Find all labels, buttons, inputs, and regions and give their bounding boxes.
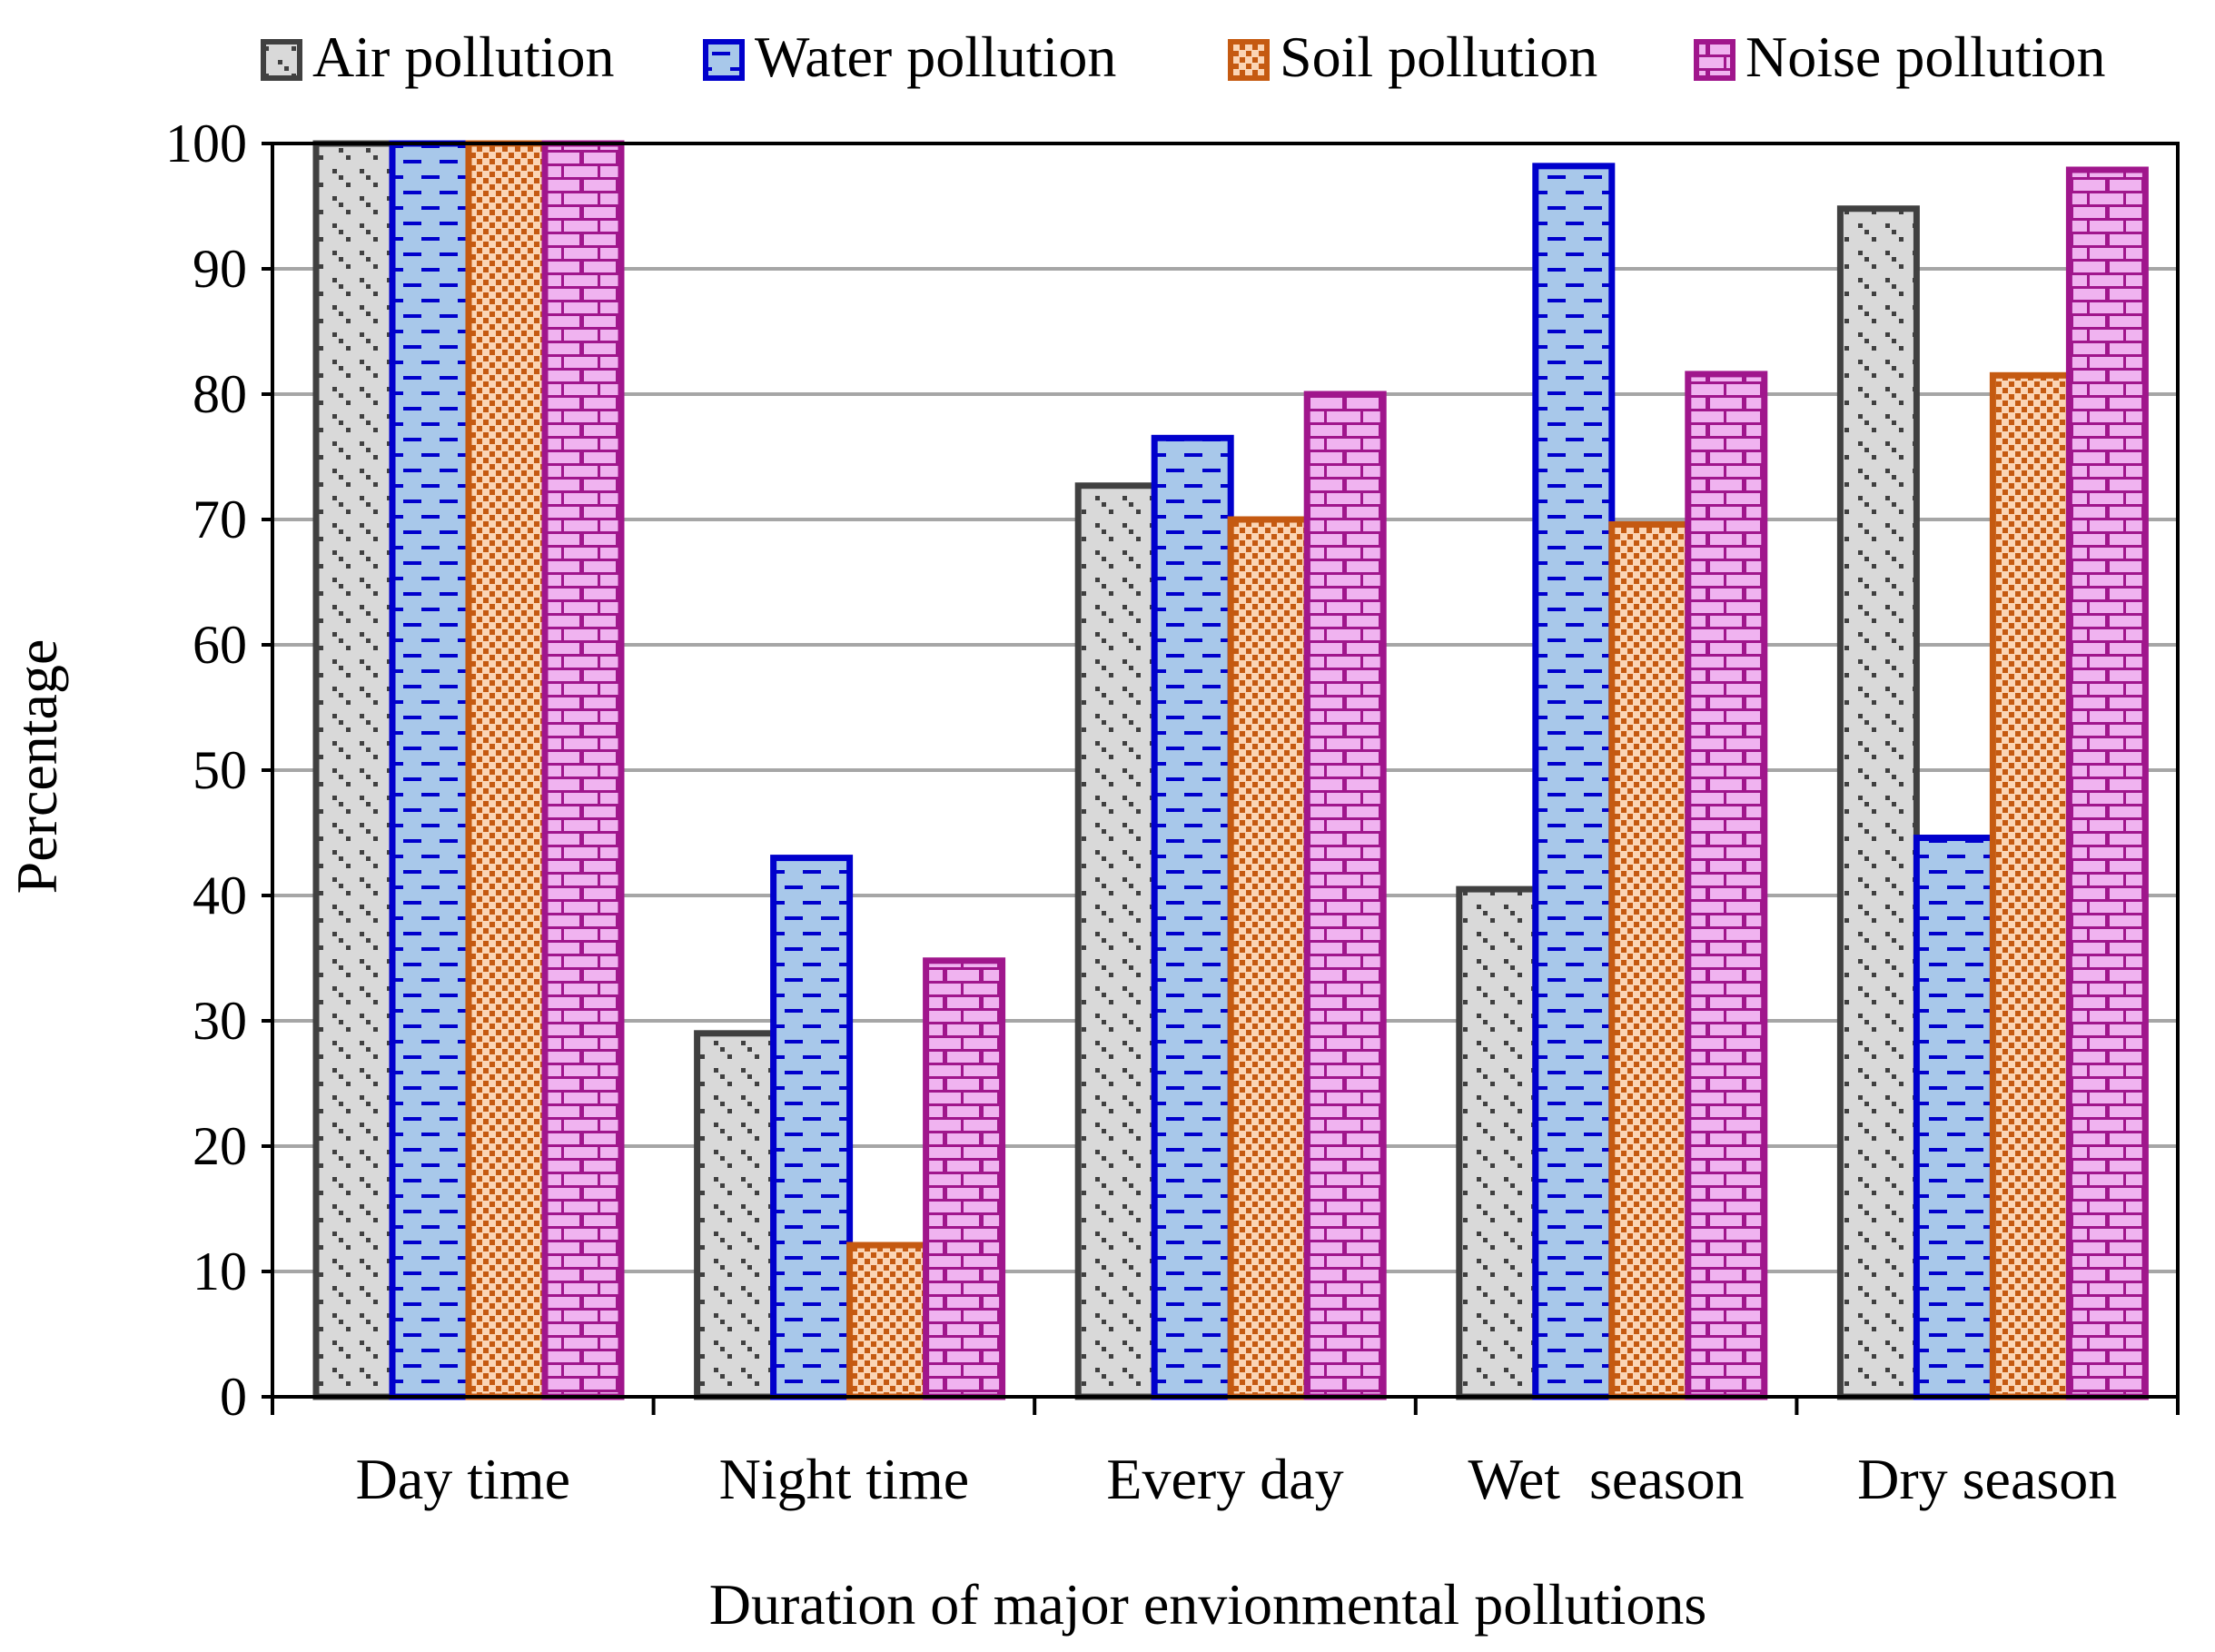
legend-item-soil-pollution: Soil pollution <box>1228 25 1597 89</box>
legend-label: Water pollution <box>755 25 1116 89</box>
legend-swatch <box>703 39 745 81</box>
bar-soil-pollution-4 <box>1989 371 2072 1400</box>
y-tick-label: 0 <box>220 1367 247 1427</box>
y-tick-label: 100 <box>165 114 247 173</box>
bar-soil-pollution-0 <box>465 140 549 1400</box>
y-tick-label: 10 <box>193 1241 247 1301</box>
bar-noise-pollution-4 <box>2065 166 2149 1400</box>
bar-noise-pollution-0 <box>541 140 625 1400</box>
legend: Air pollution Water pollution Soil polluti… <box>261 25 2105 89</box>
bar-soil-pollution-1 <box>846 1241 930 1400</box>
y-tick-label: 20 <box>193 1116 247 1176</box>
bar-water-pollution-2 <box>1151 434 1234 1400</box>
x-tick-label: Day time <box>356 1447 570 1511</box>
bar-air-pollution-0 <box>312 140 396 1400</box>
y-tick-label: 90 <box>193 239 247 299</box>
y-tick-label: 50 <box>193 740 247 800</box>
y-tick-label: 70 <box>193 490 247 549</box>
bar-air-pollution-4 <box>1836 205 1920 1400</box>
y-tick-label: 80 <box>193 364 247 424</box>
bar-air-pollution-2 <box>1074 482 1158 1400</box>
y-tick-label: 30 <box>193 991 247 1051</box>
legend-swatch <box>1694 39 1735 81</box>
bar-water-pollution-1 <box>770 855 854 1400</box>
legend-label: Soil pollution <box>1280 25 1597 89</box>
bar-air-pollution-1 <box>694 1030 777 1400</box>
legend-label: Air pollution <box>312 25 614 89</box>
bars <box>312 140 2149 1400</box>
y-tick-labels: 0 10 20 30 40 50 60 70 80 90 100 <box>165 114 247 1427</box>
axes <box>262 142 2180 1415</box>
x-tick-label: Dry season <box>1857 1447 2117 1511</box>
legend-label: Noise pollution <box>1745 25 2105 89</box>
x-tick-label: Wet season <box>1468 1447 1745 1511</box>
bar-soil-pollution-3 <box>1608 521 1692 1400</box>
bar-noise-pollution-1 <box>923 957 1006 1400</box>
legend-swatch <box>261 39 302 81</box>
legend-item-water-pollution: Water pollution <box>703 25 1116 89</box>
legend-swatch <box>1228 39 1270 81</box>
bar-water-pollution-4 <box>1913 835 1996 1400</box>
bar-water-pollution-0 <box>389 140 472 1400</box>
y-tick-label: 60 <box>193 615 247 675</box>
y-tick-label: 40 <box>193 866 247 925</box>
bar-noise-pollution-2 <box>1303 391 1387 1400</box>
x-tick-label: Every day <box>1106 1447 1343 1511</box>
x-axis-label: Duration of major envionmental pollution… <box>709 1572 1706 1637</box>
x-tick-labels: Day time Night time Every day Wet season Dry… <box>356 1447 2118 1511</box>
bar-noise-pollution-3 <box>1685 371 1768 1400</box>
bar-soil-pollution-2 <box>1227 516 1310 1400</box>
legend-item-air-pollution: Air pollution <box>261 25 614 89</box>
x-tick-label: Night time <box>719 1447 970 1511</box>
y-axis-label: Percentage <box>5 639 69 895</box>
bar-water-pollution-3 <box>1532 163 1616 1400</box>
bar-air-pollution-3 <box>1456 885 1539 1400</box>
legend-item-noise-pollution: Noise pollution <box>1694 25 2105 89</box>
